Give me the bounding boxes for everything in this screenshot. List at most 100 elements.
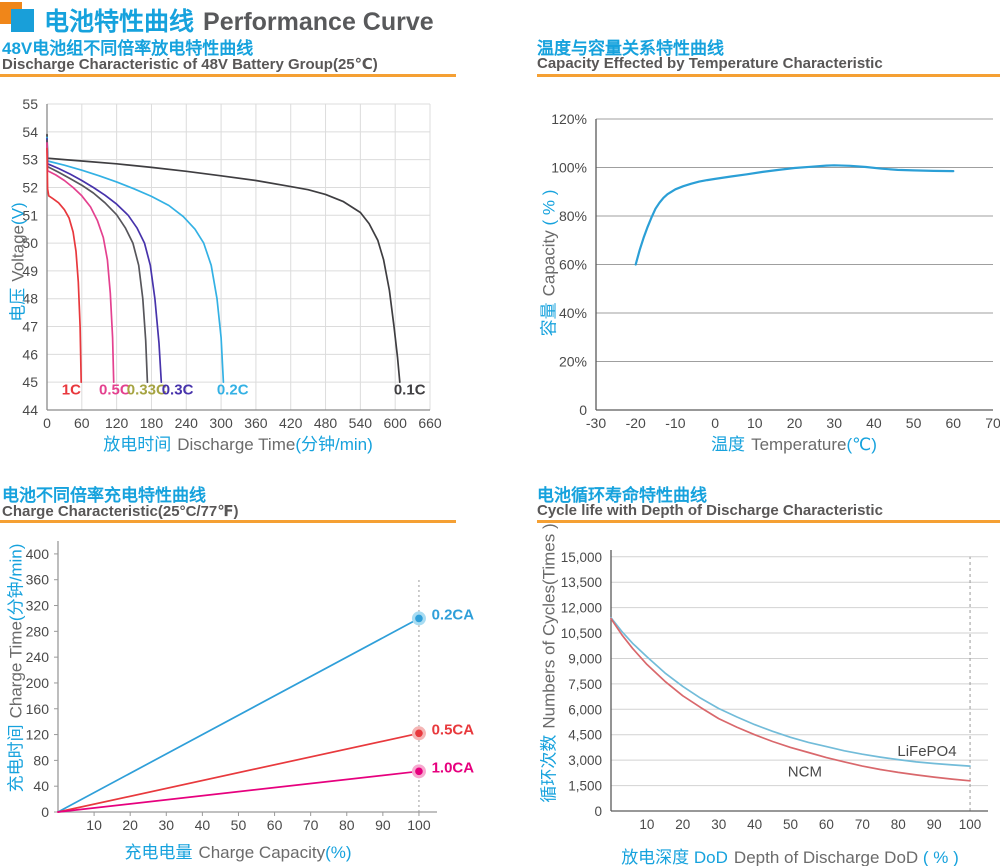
svg-text:20: 20: [675, 817, 690, 832]
svg-text:70: 70: [855, 817, 870, 832]
svg-text:20%: 20%: [559, 354, 587, 370]
svg-text:50: 50: [906, 415, 922, 431]
svg-text:50: 50: [22, 235, 38, 251]
discharge-yaxis-title: 电压 Voltage(V): [4, 202, 29, 321]
svg-text:360: 360: [244, 415, 268, 431]
charge-yaxis-en: Charge Time: [6, 621, 26, 719]
svg-text:-30: -30: [586, 415, 606, 431]
cycle-section-underline: [537, 520, 1000, 523]
svg-text:0: 0: [41, 804, 49, 820]
charge-section-title-zh: 电池不同倍率充电特性曲线: [2, 486, 206, 505]
svg-text:20: 20: [122, 817, 138, 833]
charge-section-title-en: Charge Characteristic(25°C/77℉): [2, 503, 239, 520]
svg-text:100%: 100%: [551, 160, 587, 176]
svg-text:60: 60: [946, 415, 962, 431]
svg-text:160: 160: [26, 701, 50, 717]
svg-text:0.3C: 0.3C: [162, 382, 194, 399]
temperature-section-underline: [537, 74, 1000, 77]
logo-blue-square: [11, 9, 34, 32]
svg-text:13,500: 13,500: [561, 575, 602, 590]
cycle-xaxis-en: Depth of Discharge DoD: [733, 848, 919, 866]
cycle-xaxis-title: 放电深度 DoD Depth of Discharge DoD ( % ): [590, 843, 990, 866]
discharge-xaxis-title: 放电时间 Discharge Time(分钟/min): [28, 430, 448, 455]
svg-text:10: 10: [639, 817, 654, 832]
discharge-xaxis-en: Discharge Time: [177, 435, 296, 454]
svg-text:20: 20: [787, 415, 803, 431]
svg-text:40: 40: [747, 817, 762, 832]
svg-text:9,000: 9,000: [568, 651, 602, 666]
cycle-section-title-zh: 电池循环寿命特性曲线: [537, 486, 707, 505]
svg-text:0.2C: 0.2C: [217, 382, 249, 399]
svg-text:49: 49: [22, 263, 38, 279]
temperature-chart: -30 -20 -10 0 10 20 30 40 50 60 70 0 20% 40% 60% 80% 100…: [551, 111, 1000, 431]
svg-text:240: 240: [175, 415, 199, 431]
svg-text:80: 80: [33, 752, 49, 768]
svg-text:40: 40: [195, 817, 211, 833]
svg-text:55: 55: [22, 96, 38, 112]
svg-text:120: 120: [105, 415, 129, 431]
charge-xaxis-en: Charge Capacity: [198, 843, 326, 862]
cycle-yaxis-title: 循环次数 Numbers of Cycles(Times ): [535, 523, 560, 802]
discharge-yaxis-en: Voltage: [8, 224, 28, 282]
svg-text:90: 90: [375, 817, 391, 833]
svg-text:360: 360: [26, 572, 50, 588]
svg-text:60: 60: [74, 415, 90, 431]
temperature-yaxis-title: 容量 Capacity ( % ): [535, 190, 560, 337]
svg-text:10: 10: [747, 415, 763, 431]
svg-text:44: 44: [22, 402, 38, 418]
svg-text:80: 80: [891, 817, 906, 832]
svg-text:0: 0: [43, 415, 51, 431]
svg-text:480: 480: [314, 415, 338, 431]
discharge-xaxis-zh: 放电时间: [103, 435, 172, 454]
temperature-section-title-zh: 温度与容量关系特性曲线: [537, 39, 724, 58]
charge-yaxis-zh: 充电时间: [6, 724, 26, 793]
svg-text:100: 100: [407, 817, 431, 833]
discharge-section-underline: [0, 74, 456, 77]
svg-text:30: 30: [158, 817, 174, 833]
svg-text:51: 51: [22, 207, 38, 223]
svg-text:40: 40: [33, 778, 49, 794]
svg-text:6,000: 6,000: [568, 702, 602, 717]
svg-text:540: 540: [349, 415, 373, 431]
temperature-xaxis-title: 温度 Temperature(℃): [594, 430, 994, 455]
charge-xaxis-unit: (%): [325, 843, 352, 862]
svg-text:80: 80: [339, 817, 355, 833]
svg-text:40: 40: [866, 415, 882, 431]
svg-text:90: 90: [927, 817, 942, 832]
svg-text:46: 46: [22, 346, 38, 362]
discharge-section-title-en: Discharge Characteristic of 48V Battery …: [2, 56, 378, 73]
svg-text:60: 60: [819, 817, 834, 832]
svg-text:-20: -20: [626, 415, 646, 431]
svg-text:70: 70: [985, 415, 1000, 431]
cycle-xaxis-zh: 放电深度 DoD: [621, 848, 728, 866]
svg-text:80%: 80%: [559, 208, 587, 224]
svg-text:-10: -10: [665, 415, 685, 431]
cycle-yaxis-zh: 循环次数: [539, 734, 559, 803]
discharge-chart: 0 60 120 180 240 300 360 420 480 540 600 660 44 45 46 4…: [22, 96, 442, 431]
svg-text:300: 300: [209, 415, 233, 431]
svg-text:53: 53: [22, 152, 38, 168]
svg-text:15,000: 15,000: [561, 550, 602, 565]
temperature-xaxis-en: Temperature: [751, 435, 847, 454]
charge-xaxis-title: 充电电量 Charge Capacity(%): [28, 838, 448, 863]
cycle-chart: 10 20 30 40 50 60 70 80 90 100 0 1,500 3,000 4,500 6,0…: [561, 550, 988, 832]
svg-text:180: 180: [140, 415, 164, 431]
svg-text:50: 50: [231, 817, 247, 833]
temperature-yaxis-zh: 容量: [539, 302, 559, 337]
svg-text:320: 320: [26, 598, 50, 614]
svg-text:0: 0: [711, 415, 719, 431]
svg-text:660: 660: [418, 415, 442, 431]
svg-text:10: 10: [86, 817, 102, 833]
svg-text:30: 30: [826, 415, 842, 431]
svg-text:100: 100: [959, 817, 982, 832]
svg-text:0.33C: 0.33C: [127, 382, 167, 399]
discharge-yaxis-zh: 电压: [8, 287, 28, 322]
svg-text:54: 54: [22, 124, 38, 140]
svg-text:1C: 1C: [62, 382, 81, 399]
svg-text:7,500: 7,500: [568, 677, 602, 692]
svg-text:NCM: NCM: [788, 763, 822, 780]
svg-text:400: 400: [26, 546, 50, 562]
temperature-yaxis-unit: ( % ): [539, 189, 559, 231]
svg-text:40%: 40%: [559, 305, 587, 321]
